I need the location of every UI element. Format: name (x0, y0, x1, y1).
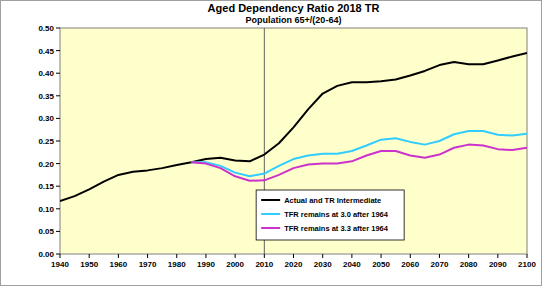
x-tick (205, 254, 206, 258)
plot-group (60, 28, 527, 254)
x-tick-label: 1950 (80, 260, 98, 269)
legend-label: TFR remains at 3.0 after 1964 (284, 210, 389, 219)
y-tick-label: 0.05 (38, 227, 54, 236)
subtitle: Population 65+/(20-64) (246, 15, 342, 25)
legend-label: Actual and TR Intermediate (284, 196, 381, 205)
x-tick-label: 2090 (489, 260, 507, 269)
x-tick (439, 254, 440, 258)
legend-box (256, 190, 404, 240)
series-line (60, 53, 527, 201)
x-tick (235, 254, 236, 258)
x-tick-label: 1970 (139, 260, 157, 269)
x-tick-label: 2000 (226, 260, 244, 269)
x-tick-label: 1960 (109, 260, 127, 269)
x-tick (293, 254, 294, 258)
y-tick (56, 186, 60, 187)
y-tick-label: 0.50 (38, 24, 54, 33)
legend: Actual and TR Intermediate TFR remains at… (256, 190, 404, 240)
y-tick (56, 95, 60, 96)
x-tick (89, 254, 90, 258)
x-tick (468, 254, 469, 258)
x-tick-label: 2080 (460, 260, 478, 269)
y-tick-label: 0.20 (38, 160, 54, 169)
legend-swatch (261, 199, 280, 201)
x-tick-label: 2100 (518, 260, 536, 269)
background (1, 1, 542, 286)
x-tick (118, 254, 119, 258)
y-tick (56, 208, 60, 209)
y-tick (56, 28, 60, 29)
x-tick-label: 2040 (343, 260, 361, 269)
y-tick-label: 0.45 (38, 47, 54, 56)
chart: Aged Dependency Ratio 2018 TRPopulation … (0, 0, 542, 286)
y-tick-label: 0.15 (38, 182, 54, 191)
x-tick (410, 254, 411, 258)
y-tick-label: 0.00 (38, 250, 54, 259)
x-tick (147, 254, 148, 258)
y-tick-label: 0.25 (38, 137, 54, 146)
x-tick-label: 2060 (401, 260, 419, 269)
y-tick (56, 50, 60, 51)
x-tick (60, 254, 61, 258)
x-tick-label: 1990 (197, 260, 215, 269)
y-tick (56, 254, 60, 255)
x-tick-label: 2070 (431, 260, 449, 269)
title: Aged Dependency Ratio 2018 TR (208, 2, 380, 14)
y-tick (56, 163, 60, 164)
y-tick (56, 141, 60, 142)
plot-area (60, 28, 527, 254)
y-tick-label: 0.30 (38, 114, 54, 123)
series-line (191, 131, 527, 176)
y-tick-label: 0.35 (38, 92, 54, 101)
x-tick-label: 2050 (372, 260, 390, 269)
x-tick (176, 254, 177, 258)
x-tick (264, 254, 265, 258)
series-line (191, 145, 527, 181)
y-tick-label: 0.10 (38, 205, 54, 214)
x-tick-label: 2020 (285, 260, 303, 269)
x-tick (527, 254, 528, 258)
x-tick-label: 1980 (168, 260, 186, 269)
x-tick (351, 254, 352, 258)
y-tick (56, 231, 60, 232)
x-tick (381, 254, 382, 258)
legend-swatch (261, 213, 280, 215)
x-tick (322, 254, 323, 258)
legend-swatch (261, 227, 280, 229)
legend-label: TFR remains at 3.3 after 1964 (284, 224, 389, 233)
x-tick-label: 2030 (314, 260, 332, 269)
x-tick-label: 1940 (51, 260, 69, 269)
y-tick (56, 118, 60, 119)
y-tick (56, 73, 60, 74)
y-tick-label: 0.40 (38, 69, 54, 78)
x-tick (497, 254, 498, 258)
x-tick-label: 2010 (255, 260, 273, 269)
